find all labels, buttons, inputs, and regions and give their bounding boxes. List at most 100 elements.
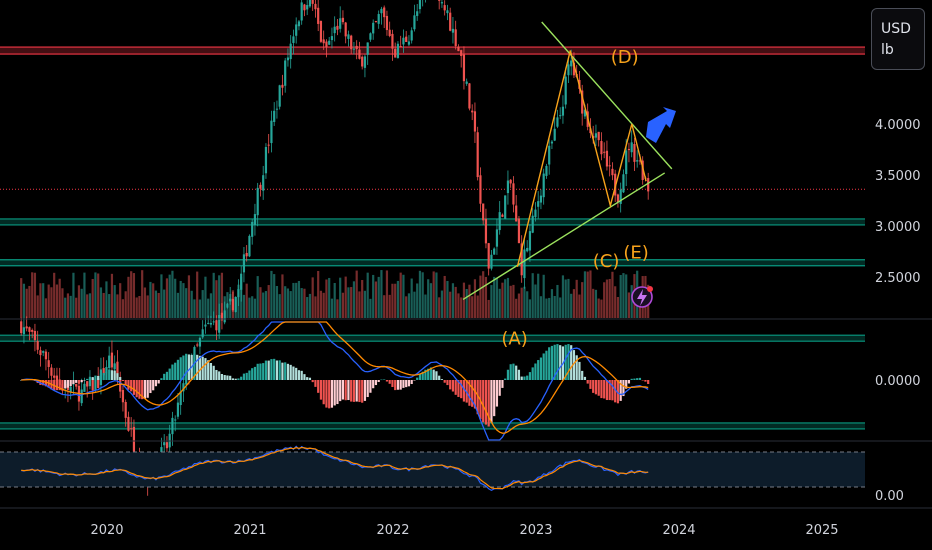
volume-bar [479, 275, 482, 318]
macd-histogram-bar [457, 380, 460, 397]
volume-bar [108, 294, 111, 318]
macd-histogram-bar [325, 380, 328, 408]
macd-histogram-bar [330, 380, 334, 408]
candle-body [278, 85, 281, 107]
price-tick-label: 3.0000 [875, 220, 921, 235]
volume-bar [350, 287, 353, 318]
wave-zigzag[interactable] [516, 50, 647, 267]
volume-bar [193, 299, 196, 318]
volume-bar [297, 280, 301, 318]
candle-body [385, 15, 389, 31]
zone-band-support [0, 335, 865, 342]
macd-histogram-bar [259, 363, 262, 380]
macd-histogram-bar [559, 345, 562, 380]
macd-histogram-bar [449, 380, 452, 390]
macd-histogram-bar [336, 380, 339, 405]
triangle-lower-trendline[interactable] [462, 172, 666, 301]
volume-bar [31, 272, 34, 318]
candle-body [405, 36, 408, 42]
candle-body [476, 132, 479, 178]
macd-histogram-bar [226, 375, 229, 380]
macd-histogram-bar [405, 380, 408, 388]
macd-histogram-bar [638, 377, 642, 380]
volume-bar [295, 282, 298, 318]
macd-histogram-bar [369, 380, 372, 393]
volume-bar [374, 281, 378, 318]
macd-histogram-bar [542, 353, 545, 380]
macd-histogram-bar [185, 353, 188, 380]
volume-bar [528, 299, 532, 318]
volume-bar [534, 284, 537, 318]
candle-body [31, 329, 34, 332]
candle-body [446, 10, 449, 14]
candle-body [174, 419, 177, 421]
candle-body [289, 43, 292, 60]
volume-bar [542, 274, 545, 318]
candle-body [438, 0, 441, 1]
macd-histogram-bar [520, 376, 523, 380]
macd-histogram-bar [168, 368, 171, 380]
macd-histogram-bar [245, 372, 248, 380]
macd-histogram-bar [88, 376, 92, 380]
volume-bar [130, 271, 133, 318]
candle-body [603, 151, 606, 153]
breakout-arrow-icon[interactable] [646, 107, 676, 143]
volume-bar [553, 296, 556, 318]
time-tick-label: 2024 [662, 523, 695, 538]
volume-bar [559, 297, 562, 318]
volume-bar [141, 270, 144, 318]
macd-histogram-bar [273, 358, 276, 380]
candle-body [454, 29, 457, 47]
macd-histogram-bar [124, 380, 127, 386]
candle-body [358, 49, 361, 59]
macd-histogram-bar [212, 365, 215, 380]
oscillator-band [0, 452, 865, 487]
macd-histogram-bar [385, 380, 389, 382]
candle-body [355, 45, 358, 50]
volume-bar [209, 293, 213, 318]
volume-bar [460, 297, 463, 318]
price-unit-badge[interactable]: USD lb [871, 8, 925, 70]
candle-body [105, 367, 108, 373]
candle-body [292, 36, 295, 43]
volume-bar [256, 276, 259, 318]
volume-bar [66, 293, 70, 318]
candle-body [22, 327, 26, 335]
macd-histogram-bar [603, 380, 606, 399]
macd-histogram-bar [179, 357, 182, 380]
volume-bar [201, 290, 204, 318]
macd-histogram-bar [328, 380, 331, 409]
macd-histogram-bar [388, 380, 391, 384]
volume-bar [284, 286, 287, 318]
candle-body [248, 235, 251, 257]
macd-histogram-bar [121, 380, 125, 381]
volume-bar [143, 287, 147, 318]
macd-histogram-bar [377, 380, 380, 383]
candle-body [300, 2, 303, 21]
macd-histogram-bar [58, 380, 61, 391]
triangle-upper-trendline[interactable] [541, 21, 673, 170]
macd-histogram-bar [556, 344, 559, 380]
macd-histogram-bar [490, 380, 493, 423]
macd-histogram-bar [314, 380, 317, 387]
volume-bar [152, 283, 155, 318]
candle-body [303, 4, 306, 11]
volume-bar [185, 288, 188, 318]
volume-bar [495, 277, 499, 318]
volume-bar [363, 290, 367, 318]
candle-body [333, 26, 336, 34]
volume-bar [402, 274, 405, 318]
macd-histogram-bar [504, 378, 507, 380]
candle-body [600, 141, 603, 155]
candle-body [509, 179, 512, 184]
volume-bar [627, 292, 631, 318]
macd-histogram-bar [586, 380, 589, 384]
candle-body [234, 296, 237, 312]
volume-bar [229, 294, 232, 318]
volume-bar [242, 294, 246, 318]
volume-bar [69, 295, 72, 318]
volume-bar [330, 298, 334, 318]
volume-bar [550, 289, 554, 318]
macd-line [21, 321, 649, 441]
